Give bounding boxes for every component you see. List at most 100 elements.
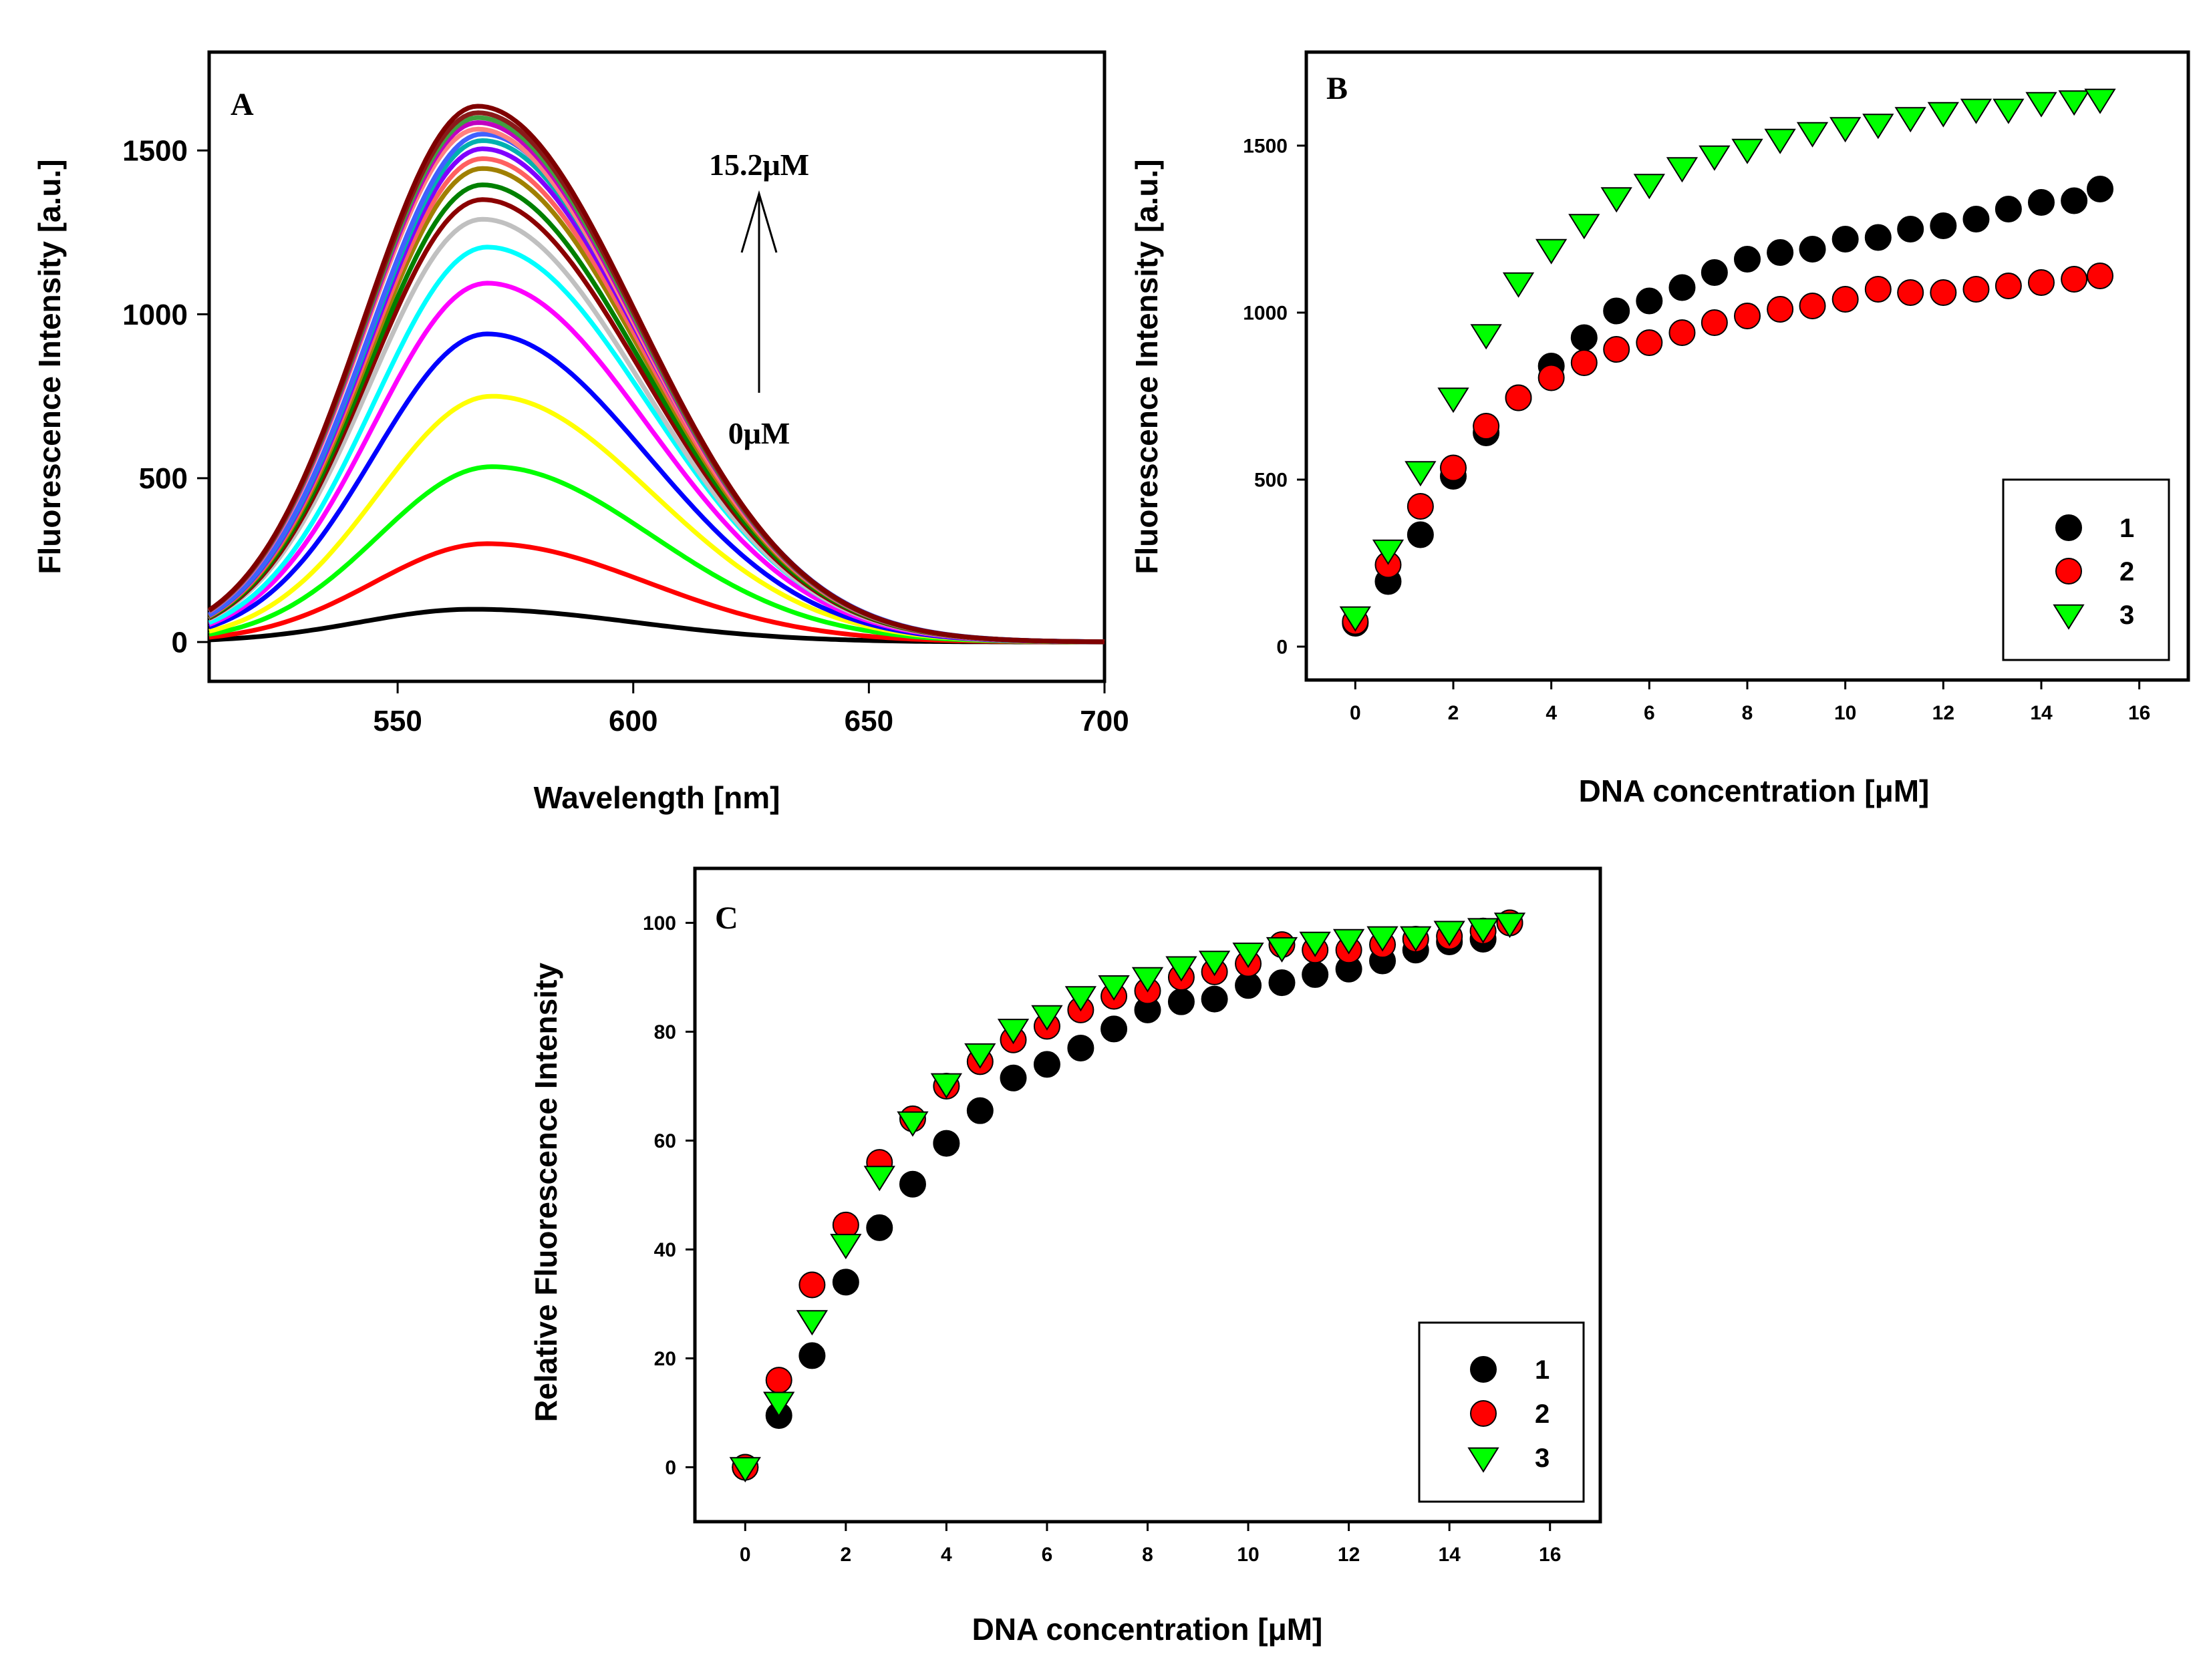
- x-tick-label: 2: [1448, 702, 1459, 724]
- y-tick-label: 1500: [122, 135, 188, 168]
- data-point: [899, 1170, 926, 1198]
- data-point: [763, 1391, 795, 1417]
- data-point: [2058, 90, 2090, 116]
- data-point: [2087, 176, 2113, 202]
- y-axis-title-a: Fluorescence Intensity [a.u.]: [32, 159, 67, 574]
- y-ticks-c: 0 20 40 60 80 100: [643, 912, 695, 1479]
- data-point: [1502, 272, 1535, 298]
- y-tick-label: 1500: [1243, 136, 1288, 158]
- annotation-top-concentration: 15.2μM: [709, 148, 809, 182]
- x-tick-label: 6: [1644, 702, 1655, 724]
- x-tick-label: 550: [373, 705, 422, 737]
- data-point: [1473, 413, 1500, 440]
- data-point: [1067, 1034, 1094, 1061]
- y-tick-label: 60: [654, 1130, 676, 1152]
- x-tick-label: 14: [1438, 1544, 1461, 1566]
- x-tick-label: 10: [1834, 702, 1856, 724]
- data-points-c: [729, 909, 1526, 1483]
- data-point: [1829, 117, 1862, 143]
- y-tick-label: 100: [643, 912, 676, 935]
- data-point: [1201, 985, 1228, 1013]
- y-axis-title-c: Relative Fluorescence Intensity: [529, 963, 563, 1422]
- panel-label-b: B: [1326, 71, 1348, 106]
- data-point: [1962, 276, 1990, 303]
- data-point: [1299, 931, 1331, 957]
- data-point: [1636, 329, 1663, 356]
- plot-frame-a: [207, 50, 1107, 683]
- panel-label-c: C: [715, 900, 738, 936]
- data-point: [1568, 214, 1600, 240]
- data-point: [1995, 273, 2022, 299]
- data-point: [1266, 937, 1298, 963]
- data-point: [2087, 263, 2113, 289]
- data-point: [1131, 967, 1164, 993]
- data-point: [2061, 266, 2088, 293]
- legend-marker: [1470, 1400, 1497, 1427]
- x-tick-label: 16: [1539, 1544, 1561, 1566]
- panel-label-a: A: [231, 87, 254, 122]
- y-tick-label: 0: [172, 627, 188, 659]
- data-point: [1400, 926, 1432, 952]
- x-tick-label: 4: [941, 1544, 952, 1566]
- data-point: [1437, 387, 1469, 413]
- data-point: [1993, 98, 2025, 124]
- data-point: [1198, 951, 1231, 977]
- data-point: [798, 1342, 826, 1369]
- x-tick-label: 14: [2030, 702, 2053, 724]
- y-tick-label: 1000: [1243, 303, 1288, 325]
- y-tick-label: 40: [654, 1239, 676, 1261]
- x-tick-label: 10: [1237, 1544, 1259, 1566]
- data-point: [1470, 324, 1502, 350]
- data-point: [1405, 461, 1437, 487]
- x-tick-label: 4: [1546, 702, 1557, 724]
- data-point: [2028, 269, 2055, 296]
- data-point: [1366, 926, 1399, 952]
- legend-label: 1: [1535, 1355, 1550, 1385]
- data-point: [798, 1271, 826, 1299]
- data-point: [1764, 128, 1796, 154]
- x-tick-label: 650: [845, 705, 893, 737]
- legend-label: 2: [2119, 557, 2134, 586]
- data-point: [1505, 384, 1532, 411]
- data-point: [1167, 988, 1195, 1015]
- data-point: [1603, 336, 1630, 363]
- data-point: [1535, 238, 1568, 265]
- y-tick-label: 0: [1276, 637, 1288, 659]
- data-point: [966, 1097, 994, 1124]
- data-point: [1339, 606, 1371, 632]
- data-point: [1962, 206, 1990, 232]
- data-point: [1232, 943, 1264, 969]
- legend-label: 2: [1535, 1399, 1550, 1429]
- data-point: [1767, 239, 1794, 266]
- legend-marker: [2055, 514, 2082, 541]
- x-axis-title-a: Wavelength [nm]: [534, 780, 780, 815]
- data-points-b: [1339, 88, 2116, 637]
- data-point: [2025, 92, 2057, 118]
- y-tick-label: 500: [139, 462, 188, 495]
- data-point: [1734, 246, 1761, 273]
- data-point: [1268, 969, 1296, 997]
- data-point: [1668, 274, 1696, 301]
- data-point: [1796, 122, 1829, 148]
- data-point: [1864, 276, 1892, 303]
- data-point: [1894, 107, 1926, 133]
- y-tick-label: 1000: [122, 299, 188, 331]
- legend-label: 1: [2119, 514, 2134, 543]
- data-point: [1603, 297, 1630, 325]
- legend-label: 3: [1535, 1444, 1550, 1473]
- spectrum-line: [208, 104, 1105, 645]
- data-point: [830, 1234, 862, 1260]
- data-point: [1332, 929, 1365, 955]
- data-point: [1701, 259, 1728, 286]
- y-ticks-b: 0 500 1000 1500: [1243, 136, 1306, 659]
- x-axis-title-c: DNA concentration [μM]: [972, 1612, 1323, 1647]
- data-point: [1372, 539, 1405, 565]
- y-tick-label: 20: [654, 1348, 676, 1370]
- data-point: [1000, 1064, 1027, 1091]
- y-tick-label: 500: [1254, 470, 1288, 492]
- x-tick-label: 6: [1042, 1544, 1053, 1566]
- legend-c: 1 2 3: [1418, 1321, 1585, 1503]
